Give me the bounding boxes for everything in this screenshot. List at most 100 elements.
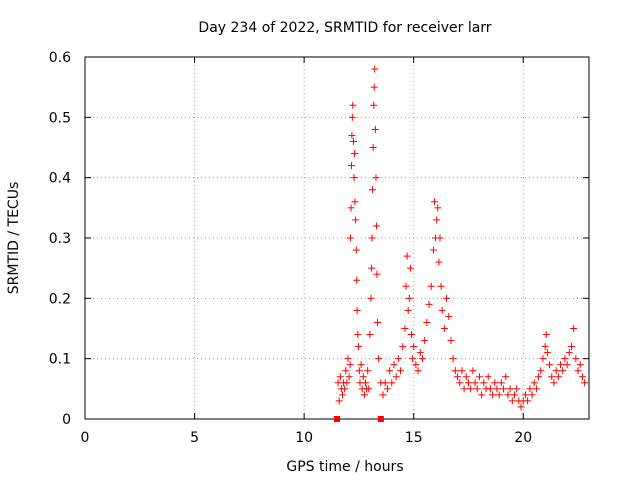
data-point	[449, 355, 457, 363]
data-point	[408, 331, 416, 339]
axis-edge-marker	[334, 416, 340, 422]
data-point	[423, 318, 431, 326]
data-point	[508, 397, 516, 405]
data-point	[354, 331, 362, 339]
data-point	[473, 385, 481, 393]
data-point	[347, 234, 355, 242]
data-point	[352, 246, 360, 254]
data-point	[434, 204, 442, 212]
data-point	[504, 391, 512, 399]
y-tick-label: 0.6	[49, 50, 71, 66]
data-point	[336, 373, 344, 381]
data-point	[486, 385, 494, 393]
data-point	[437, 282, 445, 290]
data-point	[371, 65, 379, 73]
data-point	[403, 252, 411, 260]
data-points	[334, 65, 589, 422]
data-point	[548, 373, 556, 381]
data-point	[502, 373, 510, 381]
data-point	[517, 403, 525, 411]
data-point	[406, 264, 414, 272]
data-point	[559, 367, 567, 375]
data-point	[542, 331, 550, 339]
x-tick-label: 15	[405, 430, 423, 446]
data-point	[454, 373, 462, 381]
axis-ticks: 0 0.1 0.2 0.3 0.4 0.5 0.6 0 5 10 15 20	[49, 50, 589, 446]
data-point	[368, 264, 376, 272]
data-point	[414, 367, 422, 375]
data-point	[546, 361, 554, 369]
data-point	[341, 385, 349, 393]
data-point	[497, 379, 505, 387]
data-point	[552, 367, 560, 375]
data-point	[445, 312, 453, 320]
axis-edge-marker	[377, 416, 384, 422]
data-point	[484, 373, 492, 381]
data-point	[510, 391, 518, 399]
data-point	[351, 150, 359, 158]
data-point	[471, 379, 479, 387]
data-point	[348, 113, 356, 121]
data-point	[405, 294, 413, 302]
data-point	[526, 385, 534, 393]
data-point	[574, 367, 582, 375]
data-point	[460, 385, 468, 393]
data-point	[350, 174, 358, 182]
data-point	[372, 222, 380, 230]
data-point	[572, 355, 580, 363]
data-point	[366, 331, 374, 339]
data-point	[348, 131, 356, 139]
data-point	[381, 379, 389, 387]
data-point	[565, 349, 573, 357]
data-point	[495, 391, 503, 399]
data-point	[388, 379, 396, 387]
x-tick-label: 5	[190, 430, 199, 446]
data-point	[554, 373, 562, 381]
data-point	[365, 385, 373, 393]
x-tick-label: 0	[81, 430, 90, 446]
data-point	[402, 282, 410, 290]
data-point	[349, 137, 357, 145]
data-point	[349, 101, 357, 109]
data-point	[344, 355, 352, 363]
data-point	[563, 361, 571, 369]
data-point	[354, 343, 362, 351]
data-point	[464, 379, 472, 387]
data-point	[374, 318, 382, 326]
data-point	[513, 385, 521, 393]
data-point	[361, 379, 369, 387]
y-tick-label: 0.2	[49, 291, 71, 307]
data-point	[493, 385, 501, 393]
data-point	[397, 367, 405, 375]
data-point	[351, 198, 359, 206]
data-point	[401, 325, 409, 332]
data-point	[353, 306, 361, 314]
x-axis-title: GPS time / hours	[286, 459, 403, 475]
data-point	[539, 355, 547, 363]
data-point	[478, 391, 486, 399]
data-point	[409, 355, 417, 363]
data-point	[532, 385, 540, 393]
data-point	[433, 216, 441, 224]
x-tick-label: 10	[295, 430, 313, 446]
data-point	[530, 379, 538, 387]
data-point	[347, 204, 355, 212]
data-point	[353, 276, 361, 284]
data-point	[360, 391, 368, 399]
data-point	[371, 125, 379, 133]
data-point	[491, 379, 499, 387]
data-point	[373, 270, 381, 278]
data-point	[561, 355, 569, 363]
data-point	[557, 361, 565, 369]
data-point	[343, 379, 351, 387]
chart-title: Day 234 of 2022, SRMTID for receiver lar…	[198, 20, 491, 36]
y-tick-label: 0.5	[49, 110, 71, 126]
data-point	[521, 391, 529, 399]
y-axis-title: SRMTID / TECUs	[6, 182, 22, 295]
data-point	[431, 198, 439, 206]
data-point	[427, 282, 435, 290]
data-point	[368, 234, 376, 242]
data-point	[386, 367, 394, 375]
data-point	[436, 234, 444, 242]
data-point	[489, 391, 497, 399]
